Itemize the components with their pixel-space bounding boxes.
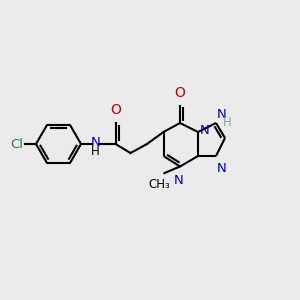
Text: N: N bbox=[217, 162, 227, 175]
Text: N: N bbox=[174, 174, 184, 187]
Text: H: H bbox=[223, 116, 231, 130]
Text: N: N bbox=[200, 124, 209, 137]
Text: Cl: Cl bbox=[10, 137, 23, 151]
Text: CH₃: CH₃ bbox=[148, 178, 170, 191]
Text: N: N bbox=[91, 136, 100, 149]
Text: H: H bbox=[91, 145, 100, 158]
Text: N: N bbox=[217, 108, 227, 121]
Text: O: O bbox=[175, 85, 185, 100]
Text: O: O bbox=[110, 103, 121, 117]
